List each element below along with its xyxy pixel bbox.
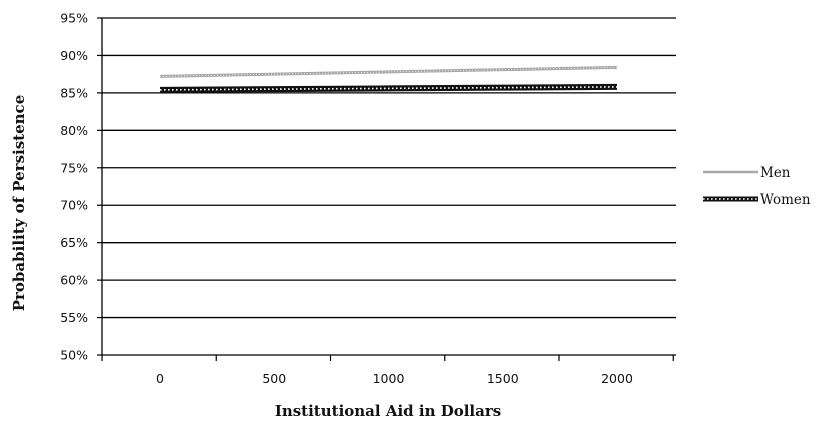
y-tick-label: 75% — [60, 160, 88, 175]
y-tick-label: 80% — [60, 123, 88, 138]
series-line-men-texture — [159, 67, 618, 77]
x-tick-label: 1000 — [373, 371, 405, 386]
x-tick-label: 1500 — [487, 371, 519, 386]
x-tick-labels: 0 500 1000 1500 2000 — [156, 371, 633, 386]
axes — [97, 17, 674, 361]
y-tick-label: 55% — [60, 310, 88, 325]
y-tick-label: 65% — [60, 235, 88, 250]
x-tick-label: 500 — [262, 371, 286, 386]
y-tick-label: 60% — [60, 273, 88, 288]
y-tick-label: 70% — [60, 198, 88, 213]
y-tick-label: 85% — [60, 85, 88, 100]
legend-label-women: Women — [760, 192, 811, 208]
gridlines — [102, 17, 676, 356]
legend-label-men: Men — [760, 165, 791, 181]
y-tick-label: 90% — [60, 48, 88, 63]
y-tick-labels: 50% 55% 60% 65% 70% 75% 80% 85% 90% 95% — [60, 11, 88, 363]
series-line-women-dots — [159, 86, 618, 91]
legend: Men Women — [703, 165, 811, 208]
series-lines — [159, 65, 618, 93]
x-tick-label: 2000 — [601, 371, 633, 386]
x-axis-title: Institutional Aid in Dollars — [275, 402, 501, 420]
y-tick-label: 50% — [60, 348, 88, 363]
x-tick-label: 0 — [156, 371, 164, 386]
y-axis-title: Probability of Persistence — [10, 95, 28, 312]
y-tick-label: 95% — [60, 11, 88, 26]
